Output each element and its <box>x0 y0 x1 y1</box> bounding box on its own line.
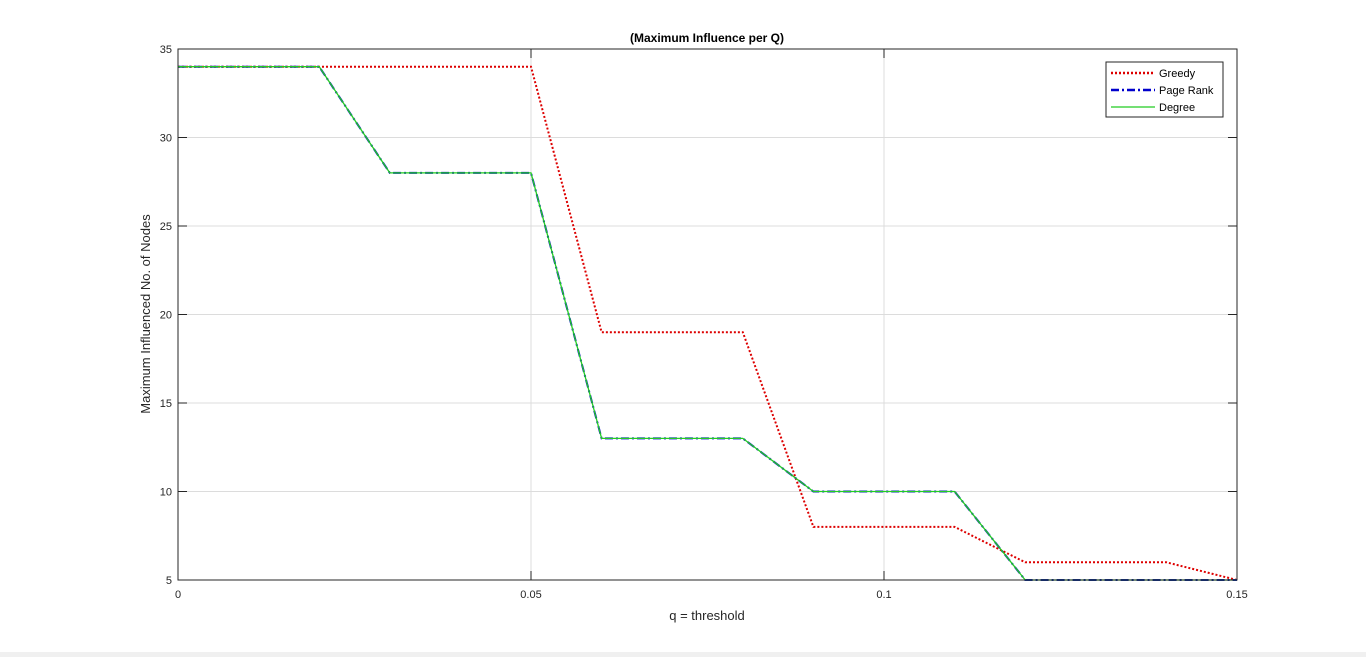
series-line-greedy <box>178 65 1238 581</box>
grid-lines <box>177 48 1238 581</box>
legend: Greedy Page Rank Degree <box>1105 61 1224 118</box>
x-tick-label: 0.1 <box>876 589 891 601</box>
legend-label: Degree <box>1159 102 1195 114</box>
y-tick-label: 30 <box>160 133 172 145</box>
y-tick-label: 35 <box>160 44 172 56</box>
axis-ticks: 0 0.05 0.1 0.15 5 10 15 20 25 30 35 <box>160 44 1248 601</box>
chart-title: (Maximum Influence per Q) <box>630 31 784 45</box>
y-tick-label: 10 <box>160 487 172 499</box>
series-line-degree <box>178 66 1237 581</box>
y-tick-label: 5 <box>166 575 172 587</box>
y-tick-label: 20 <box>160 310 172 322</box>
x-axis-title: q = threshold <box>669 608 745 623</box>
y-tick-label: 25 <box>160 221 172 233</box>
y-tick-label: 15 <box>160 398 172 410</box>
y-axis-title: Maximum Influenced No. of Nodes <box>138 214 153 414</box>
legend-box <box>1105 61 1224 118</box>
series-lines <box>178 65 1238 581</box>
legend-label: Page Rank <box>1159 85 1214 97</box>
legend-label: Greedy <box>1159 68 1196 80</box>
x-tick-label: 0.05 <box>520 589 541 601</box>
x-tick-label: 0 <box>175 589 181 601</box>
x-tick-label: 0.15 <box>1226 589 1247 601</box>
series-line-page-rank <box>178 65 1237 581</box>
